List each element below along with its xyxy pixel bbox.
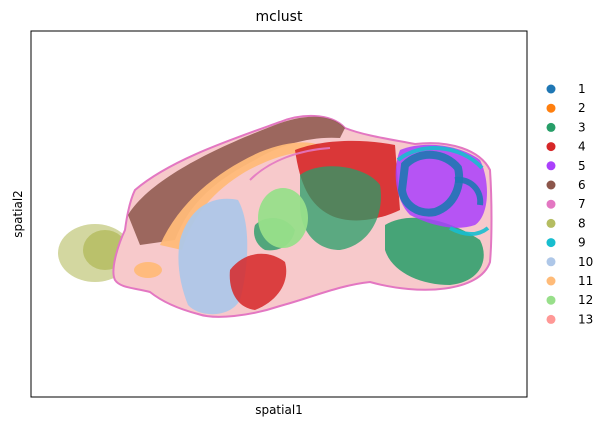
legend-marker-11 [546,276,556,286]
legend-label-2: 2 [578,101,586,115]
legend-label-13: 13 [578,312,593,326]
legend-marker-3 [546,122,556,132]
region-cyan [396,146,484,170]
legend-marker-8 [546,218,556,228]
region-blue [397,150,463,217]
region-layer-11 [160,142,320,250]
legend-label-7: 7 [578,197,586,211]
region-red-low [229,253,287,310]
region-orange-small [134,262,162,278]
legend-label-10: 10 [578,255,593,269]
legend-label-9: 9 [578,236,586,250]
x-axis-label: spatial1 [255,403,303,417]
legend-marker-5 [546,161,556,171]
legend-label-8: 8 [578,216,586,230]
region-blue-right [454,176,484,206]
legend-label-3: 3 [578,120,586,134]
chart-title: mclust [256,9,303,25]
legend-marker-1 [546,84,556,94]
region-pink-band [249,147,331,181]
legend-label-12: 12 [578,293,593,307]
legend-marker-6 [546,180,556,190]
legend-label-4: 4 [578,140,586,154]
region-green-right [385,217,484,285]
region-cyan-low [449,226,490,236]
legend-label-1: 1 [578,82,586,96]
legend-label-11: 11 [578,274,593,288]
legend-marker-9 [546,238,556,248]
plot-area [58,114,493,318]
y-axis-label: spatial2 [11,190,25,238]
legend-marker-4 [546,142,556,152]
legend-marker-10 [546,257,556,267]
legend-marker-13 [546,314,556,324]
legend-label-5: 5 [578,159,586,173]
legend-marker-12 [546,295,556,305]
legend-marker-2 [546,103,556,113]
legend-label-6: 6 [578,178,586,192]
region-green-mid [300,166,381,250]
region-light-green [258,188,308,248]
axes-frame [30,30,528,398]
region-striatum [178,198,248,315]
legend-marker-7 [546,199,556,209]
